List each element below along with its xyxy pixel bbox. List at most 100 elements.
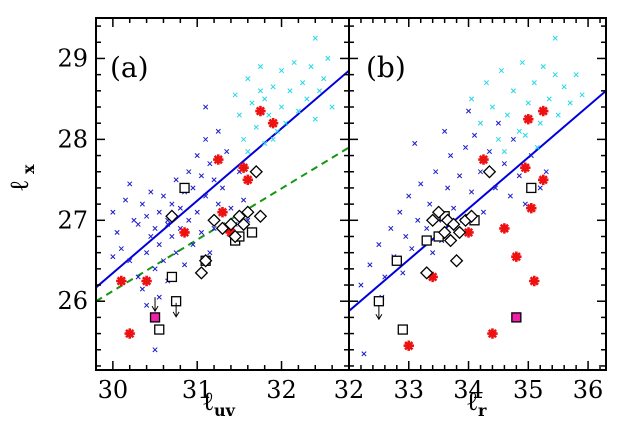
point-x [321,76,327,82]
point-diamond [437,225,452,240]
point-asterisk [213,154,224,165]
point-x [241,197,247,203]
point-x [295,108,301,114]
y-tick-label: 27 [57,206,88,234]
point-x [156,242,162,248]
point-x [203,104,209,110]
point-x [219,185,226,191]
point-x [148,233,154,240]
point-x [228,205,234,211]
point-square [179,182,190,194]
point-x [516,128,522,134]
point-filled-square [511,312,522,323]
point-x [424,225,430,231]
point-diamond [452,225,467,240]
point-asterisk [255,105,266,117]
point-square [397,324,408,335]
point-asterisk [141,275,152,287]
point-x [471,132,478,138]
point-x [406,193,412,199]
point-x [312,35,318,41]
frame-layer: 30 31 32 26 27 28 29 32 33 34 35 36 [57,17,607,404]
point-diamond [253,209,268,223]
point-square [421,235,432,246]
point-x [245,76,251,82]
point-x [537,185,543,191]
x-axis-label-b-main: ℓ [466,387,478,417]
point-filled-square [149,312,161,323]
point-diamond [228,229,242,244]
point-x [110,254,116,260]
point-x [177,205,183,211]
point-x [442,128,448,134]
point-diamond [198,254,213,268]
point-x [382,274,388,280]
point-x [190,242,196,248]
point-diamond [425,213,440,228]
point-x [489,104,495,110]
point-asterisk [487,328,498,339]
point-x [430,250,436,256]
point-x [249,100,255,106]
point-x [329,104,335,110]
point-x [135,221,141,227]
x-axis-label-a: ℓ uv [202,387,236,420]
point-asterisk [478,154,489,165]
x-axis-label-a-main: ℓ [202,387,214,417]
point-x [186,217,192,223]
point-x [325,55,331,62]
point-x [519,59,525,66]
point-x [546,96,552,102]
point-diamond [194,266,209,280]
point-x [114,229,120,235]
point-x [173,177,179,183]
point-x [152,225,158,231]
point-x [127,181,133,187]
point-x [266,112,272,118]
point-x [262,140,268,146]
point-x [522,201,528,207]
point-x [540,63,546,70]
point-x [498,68,504,74]
point-x [501,148,507,155]
point-diamond [431,205,446,219]
panel-0-fit-line-solid [96,69,349,289]
x-axis-label-a-sub: uv [214,401,236,420]
point-x [152,347,158,353]
point-x [448,153,454,159]
point-square [246,227,258,238]
point-x [465,108,472,114]
point-square [166,271,178,283]
point-x [135,274,141,280]
upper-limit-arrow [375,305,383,321]
point-x [118,246,124,252]
point-x [415,217,421,223]
point-x [186,169,192,175]
point-x [510,88,516,94]
y-tick-label: 26 [57,287,88,315]
point-asterisk [526,202,537,214]
point-x [495,136,501,142]
point-x [412,140,418,146]
point-x [409,246,415,252]
point-x [300,80,306,86]
point-x [507,193,513,199]
point-x [207,250,213,256]
point-x [207,161,213,167]
point-x [274,128,280,134]
point-x [573,72,579,78]
point-asterisk [403,340,414,351]
point-x [468,189,475,195]
point-x [388,225,394,231]
point-x [283,120,289,126]
point-x [203,136,209,142]
point-asterisk [267,117,279,129]
point-x [152,266,158,272]
point-square [373,296,385,307]
point-x [139,201,145,207]
point-x [316,88,323,94]
point-x [215,128,221,134]
point-x [543,169,549,175]
x-tick-label: 34 [453,376,484,404]
